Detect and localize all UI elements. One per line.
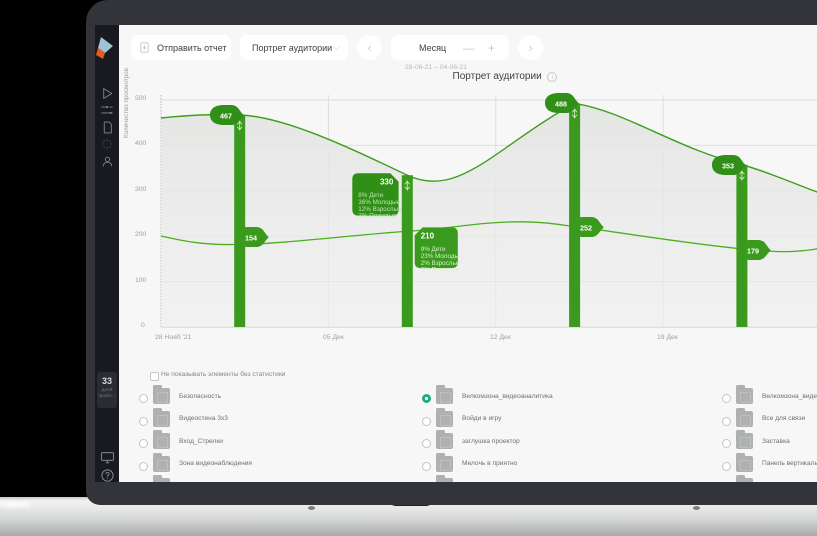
svg-text:353: 353 xyxy=(722,162,734,171)
svg-text:2% Пожилые: 2% Пожилые xyxy=(421,267,460,274)
svg-text:488: 488 xyxy=(555,100,567,109)
svg-text:3% Пожилые: 3% Пожилые xyxy=(358,213,397,220)
svg-text:154: 154 xyxy=(245,234,257,243)
svg-text:330: 330 xyxy=(380,177,394,186)
svg-text:8% Дети: 8% Дети xyxy=(358,192,383,199)
svg-text:23% Молодые: 23% Молодые xyxy=(421,253,463,260)
svg-text:36% Молодые: 36% Молодые xyxy=(358,199,400,206)
svg-text:252: 252 xyxy=(580,224,592,233)
svg-text:179: 179 xyxy=(747,247,759,256)
svg-text:210: 210 xyxy=(421,231,435,240)
svg-text:9% Дети: 9% Дети xyxy=(421,246,446,253)
svg-text:467: 467 xyxy=(220,112,232,121)
